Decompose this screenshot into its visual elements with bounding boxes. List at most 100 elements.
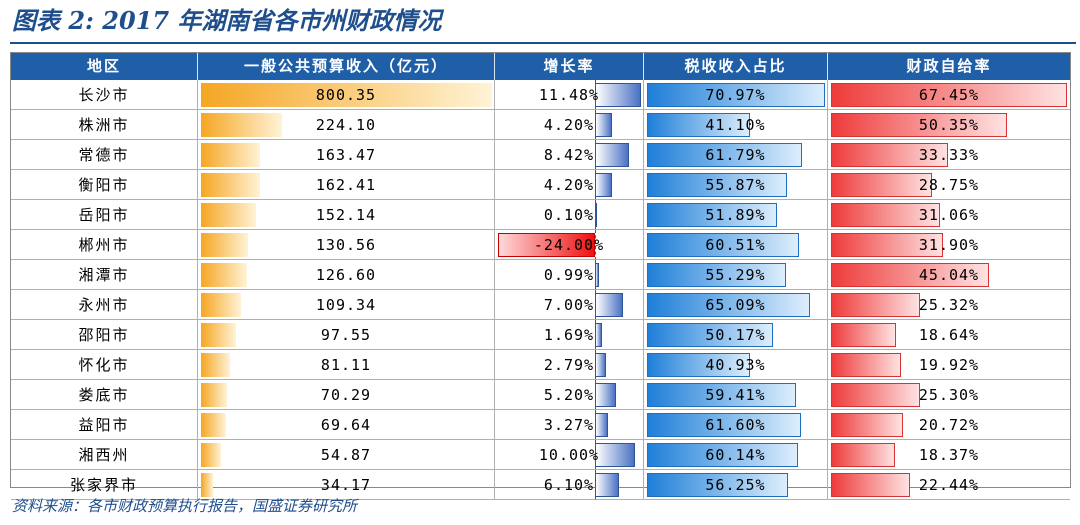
revenue-label: 126.60: [315, 266, 377, 284]
revenue-label: 800.35: [315, 86, 377, 104]
growth-negative-bar: [498, 233, 595, 257]
cell-tax-share: 65.09%: [644, 290, 828, 320]
cell-growth: 0.99%: [495, 260, 644, 290]
self-sufficiency-bar: [831, 443, 896, 467]
growth-label: 8.42%: [543, 146, 595, 164]
cell-growth: 0.10%: [495, 200, 644, 230]
self-sufficiency-label: 50.35%: [918, 116, 980, 134]
cell-self-sufficiency: 25.30%: [828, 380, 1070, 410]
cell-self-sufficiency: 28.75%: [828, 170, 1070, 200]
cell-region: 郴州市: [11, 230, 198, 260]
revenue-label: 152.14: [315, 206, 377, 224]
growth-zero-axis: [594, 290, 596, 319]
tax-share-label: 40.93%: [705, 356, 766, 374]
tax-share-label: 60.14%: [705, 446, 766, 464]
table-row: 郴州市 130.56 -24.00% 60.51% 31.90%: [11, 230, 1070, 260]
table-row: 湘潭市 126.60 0.99% 55.29% 45.04%: [11, 260, 1070, 290]
cell-growth: 6.10%: [495, 470, 644, 500]
growth-label: 7.00%: [543, 296, 595, 314]
growth-label: 10.00%: [538, 446, 600, 464]
growth-label: 2.79%: [543, 356, 595, 374]
region-label: 张家界市: [69, 476, 138, 494]
cell-self-sufficiency: 67.45%: [828, 80, 1070, 110]
growth-label: 0.99%: [543, 266, 595, 284]
cell-self-sufficiency: 31.90%: [828, 230, 1070, 260]
tax-share-bar: [647, 233, 799, 257]
revenue-label: 97.55: [320, 326, 372, 344]
table-row: 株洲市 224.10 4.20% 41.10% 50.35%: [11, 110, 1070, 140]
revenue-bar: [201, 413, 227, 437]
revenue-bar: [201, 143, 261, 167]
cell-tax-share: 70.97%: [644, 80, 828, 110]
revenue-label: 70.29: [320, 386, 372, 404]
header-growth: 增长率: [495, 53, 644, 80]
cell-revenue: 152.14: [198, 200, 495, 230]
cell-growth: 5.20%: [495, 380, 644, 410]
cell-region: 益阳市: [11, 410, 198, 440]
tax-share-label: 61.60%: [705, 416, 766, 434]
cell-tax-share: 50.17%: [644, 320, 828, 350]
tax-share-bar: [647, 383, 796, 407]
self-sufficiency-bar: [831, 173, 932, 197]
tax-share-label: 55.29%: [705, 266, 766, 284]
cell-growth: 11.48%: [495, 80, 644, 110]
cell-self-sufficiency: 45.04%: [828, 260, 1070, 290]
cell-growth: 1.69%: [495, 320, 644, 350]
cell-revenue: 34.17: [198, 470, 495, 500]
tax-share-label: 51.89%: [705, 206, 766, 224]
growth-zero-axis: [594, 470, 596, 499]
tax-share-label: 41.10%: [705, 116, 766, 134]
revenue-bar: [201, 173, 261, 197]
growth-label: 0.10%: [543, 206, 595, 224]
tax-share-bar: [647, 443, 798, 467]
growth-zero-axis: [594, 350, 596, 379]
growth-label: 4.20%: [543, 176, 595, 194]
table-row: 湘西州 54.87 10.00% 60.14% 18.37%: [11, 440, 1070, 470]
cell-self-sufficiency: 19.92%: [828, 350, 1070, 380]
self-sufficiency-bar: [831, 233, 943, 257]
table-row: 邵阳市 97.55 1.69% 50.17% 18.64%: [11, 320, 1070, 350]
self-sufficiency-bar: [831, 83, 1067, 107]
tax-share-bar: [647, 173, 788, 197]
table-row: 张家界市 34.17 6.10% 56.25% 22.44%: [11, 470, 1070, 500]
region-label: 邵阳市: [78, 326, 130, 344]
self-sufficiency-label: 19.92%: [918, 356, 980, 374]
self-sufficiency-bar: [831, 143, 948, 167]
region-label: 娄底市: [78, 386, 130, 404]
revenue-bar: [201, 293, 241, 317]
cell-tax-share: 61.79%: [644, 140, 828, 170]
cell-tax-share: 41.10%: [644, 110, 828, 140]
cell-region: 永州市: [11, 290, 198, 320]
cell-region: 湘西州: [11, 440, 198, 470]
cell-tax-share: 59.41%: [644, 380, 828, 410]
revenue-bar: [201, 113, 283, 137]
cell-tax-share: 51.89%: [644, 200, 828, 230]
cell-growth: 8.42%: [495, 140, 644, 170]
cell-revenue: 130.56: [198, 230, 495, 260]
table-row: 怀化市 81.11 2.79% 40.93% 19.92%: [11, 350, 1070, 380]
cell-growth: 2.79%: [495, 350, 644, 380]
header-self-sufficiency: 财政自给率: [906, 57, 992, 75]
cell-revenue: 97.55: [198, 320, 495, 350]
tax-share-bar: [647, 473, 789, 497]
header-tax-share: 税收收入占比: [644, 53, 828, 80]
tax-share-label: 61.79%: [705, 146, 766, 164]
self-sufficiency-bar: [831, 203, 940, 227]
revenue-bar: [201, 83, 492, 107]
revenue-label: 109.34: [315, 296, 377, 314]
revenue-bar: [201, 233, 249, 257]
cell-region: 娄底市: [11, 380, 198, 410]
chart-title: 图表 2: 2017 年湖南省各市州财政情况: [12, 6, 442, 35]
revenue-label: 163.47: [315, 146, 377, 164]
cell-revenue: 109.34: [198, 290, 495, 320]
self-sufficiency-label: 18.64%: [918, 326, 980, 344]
tax-share-label: 50.17%: [705, 326, 766, 344]
self-sufficiency-label: 45.04%: [918, 266, 980, 284]
cell-revenue: 54.87: [198, 440, 495, 470]
table-header: 地区 一般公共预算收入（亿元） 增长率 税收收入占比 财政自给率: [11, 53, 1070, 80]
self-sufficiency-label: 31.06%: [918, 206, 980, 224]
cell-revenue: 69.64: [198, 410, 495, 440]
title-rule: [10, 42, 1076, 44]
self-sufficiency-bar: [831, 473, 910, 497]
tax-share-label: 60.51%: [705, 236, 766, 254]
